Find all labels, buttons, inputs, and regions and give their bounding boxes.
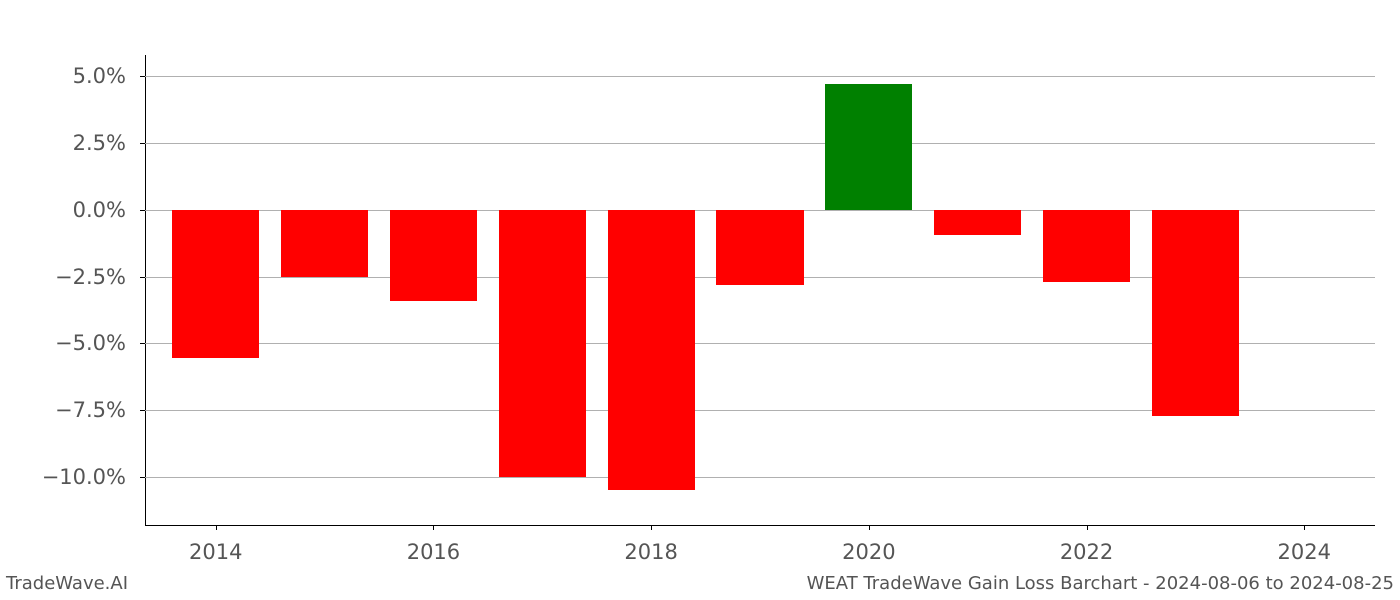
x-tick-label: 2024 <box>1278 540 1331 564</box>
bar <box>1152 210 1239 416</box>
y-tick-label: −10.0% <box>42 465 126 489</box>
chart-stage: { "chart": { "type": "bar", "background_… <box>0 0 1400 600</box>
x-tick-mark <box>433 525 434 530</box>
y-tick-mark <box>140 343 145 344</box>
footer-brand: TradeWave.AI <box>6 573 128 594</box>
y-axis-spine <box>145 55 146 525</box>
y-tick-label: 2.5% <box>73 131 126 155</box>
y-tick-label: 5.0% <box>73 64 126 88</box>
y-tick-mark <box>140 210 145 211</box>
gridline <box>145 143 1375 144</box>
y-tick-label: −2.5% <box>55 265 126 289</box>
x-tick-mark <box>869 525 870 530</box>
bar <box>1043 210 1130 282</box>
y-tick-label: −5.0% <box>55 331 126 355</box>
x-tick-label: 2020 <box>842 540 895 564</box>
x-tick-mark <box>1087 525 1088 530</box>
plot-area <box>145 55 1375 525</box>
x-tick-label: 2014 <box>189 540 242 564</box>
y-tick-label: 0.0% <box>73 198 126 222</box>
bar <box>608 210 695 490</box>
gridline <box>145 477 1375 478</box>
gridline <box>145 76 1375 77</box>
x-tick-label: 2022 <box>1060 540 1113 564</box>
y-tick-mark <box>140 143 145 144</box>
y-tick-mark <box>140 410 145 411</box>
bar <box>716 210 803 285</box>
y-tick-mark <box>140 277 145 278</box>
x-axis-spine <box>145 525 1375 526</box>
bar <box>499 210 586 477</box>
bar <box>934 210 1021 235</box>
y-tick-label: −7.5% <box>55 398 126 422</box>
bar <box>281 210 368 277</box>
footer-caption: WEAT TradeWave Gain Loss Barchart - 2024… <box>807 573 1394 594</box>
y-tick-mark <box>140 76 145 77</box>
x-tick-mark <box>1304 525 1305 530</box>
x-tick-label: 2018 <box>624 540 677 564</box>
x-tick-mark <box>651 525 652 530</box>
y-tick-mark <box>140 477 145 478</box>
bar <box>172 210 259 358</box>
x-tick-label: 2016 <box>407 540 460 564</box>
bar <box>825 84 912 210</box>
bar <box>390 210 477 301</box>
x-tick-mark <box>216 525 217 530</box>
